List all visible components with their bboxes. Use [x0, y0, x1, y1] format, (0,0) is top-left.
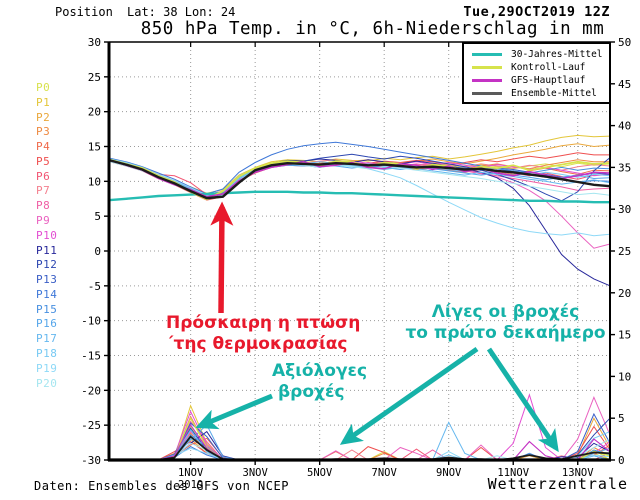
temp-tick-label: 0: [94, 245, 101, 258]
legend-box: 30-Jahres-Mittel Kontroll-Lauf GFS-Hauptla…: [462, 42, 611, 104]
member-precip-lines: [110, 393, 611, 461]
legend-swatch: [472, 53, 502, 56]
date-tick-sublabel: 2019: [178, 479, 203, 491]
member-label-P4: P4: [36, 140, 51, 154]
precip-tick-label: 0: [618, 454, 625, 467]
precip-tick-label: 45: [618, 78, 631, 91]
legend-label: Kontroll-Lauf: [511, 62, 586, 73]
member-label-P6: P6: [36, 169, 51, 183]
member-label-P17: P17: [36, 332, 58, 346]
member-label-P19: P19: [36, 361, 58, 375]
legend-item-30-Jahres-Mittel: 30-Jahres-Mittel: [472, 48, 604, 61]
precip-tick-label: 10: [618, 370, 631, 383]
note-temperature-drop-line2: ΄της θερμοκρασίας: [166, 334, 348, 354]
date-tick-label: 11NOV: [497, 467, 529, 479]
legend-item-GFS-Hauptlauf: GFS-Hauptlauf: [472, 74, 604, 87]
legend-swatch: [472, 66, 502, 69]
legend-label: 30-Jahres-Mittel: [511, 49, 603, 60]
precip-tick-label: 15: [618, 329, 631, 342]
member-label-P3: P3: [36, 125, 51, 139]
note-temperature-drop: Πρόσκαιρη η πτώση ΄της θερμοκρασίας: [166, 313, 360, 355]
temp-tick-label: -20: [81, 384, 101, 397]
precip-tick-label: 40: [618, 120, 631, 133]
axis-labels: 302520151050-5-10-15-20-25-3050454035302…: [81, 36, 631, 491]
member-label-P16: P16: [36, 317, 58, 331]
temp-line-P19: [109, 158, 611, 237]
member-label-P13: P13: [36, 273, 58, 287]
temp-tick-label: 10: [88, 175, 101, 188]
temp-tick-label: 15: [88, 141, 101, 154]
date-tick-label: 7NOV: [372, 467, 398, 479]
precip-tick-label: 25: [618, 245, 631, 258]
date-tick-label: 1NOV: [178, 467, 204, 479]
member-label-P18: P18: [36, 347, 58, 361]
temp-tick-label: -25: [81, 419, 101, 432]
member-label-P20: P20: [36, 376, 58, 390]
run-datetime: Tue,29OCT2019 12Z: [463, 4, 610, 20]
precip-tick-label: 50: [618, 36, 631, 49]
member-label-P1: P1: [36, 95, 51, 109]
legend-swatch: [472, 92, 502, 95]
legend-label: Ensemble-Mittel: [511, 88, 597, 99]
member-label-P8: P8: [36, 199, 51, 213]
data-source: Daten: Ensembles des GFS von NCEP: [34, 479, 289, 493]
precip-tick-label: 35: [618, 161, 631, 174]
note-few-rain-line2: το πρώτο δεκαήμερο: [405, 323, 606, 343]
member-label-P7: P7: [36, 184, 51, 198]
temp-tick-label: -30: [81, 454, 101, 467]
temp-tick-label: 25: [88, 71, 101, 84]
date-tick-label: 13NOV: [562, 467, 594, 479]
date-tick-label: 5NOV: [307, 467, 333, 479]
precip-tick-label: 5: [618, 412, 625, 425]
date-tick-label: 9NOV: [436, 467, 462, 479]
legend-item-Ensemble-Mittel: Ensemble-Mittel: [472, 87, 604, 100]
member-label-P12: P12: [36, 258, 58, 272]
member-temp-lines: [109, 134, 611, 287]
temp-tick-label: 5: [94, 210, 101, 223]
legend-swatch: [472, 79, 502, 82]
temp-tick-label: -15: [81, 350, 101, 363]
note-notable-rain-line1: Αξιόλογες: [272, 361, 368, 381]
precip-tick-label: 20: [618, 287, 631, 300]
brand-wetterzentrale: Wetterzentrale: [487, 475, 628, 493]
temp-tick-label: 20: [88, 106, 101, 119]
member-label-P9: P9: [36, 214, 51, 228]
legend-label: GFS-Hauptlauf: [511, 75, 586, 86]
temp-line-Ensemble-Mittel: [109, 159, 611, 200]
date-tick-label: 3NOV: [243, 467, 269, 479]
temp-line-30-Jahres-Mittel: [109, 190, 610, 204]
position-coordinates: Lat: 38 Lon: 24: [127, 5, 236, 19]
note-few-rain-line1: Λίγες οι βροχές: [431, 302, 580, 322]
member-label-P11: P11: [36, 243, 58, 257]
temp-tick-label: 30: [88, 36, 101, 49]
precip-tick-label: 30: [618, 203, 631, 216]
note-notable-rain: Αξιόλογες βροχές: [272, 361, 367, 403]
member-label-P14: P14: [36, 287, 58, 301]
member-label-P10: P10: [36, 228, 58, 242]
chart-title: 850 hPa Temp. in °C, 6h-Niederschlag in …: [140, 19, 605, 39]
note-few-rain: Λίγες οι βροχές το πρώτο δεκαήμερο: [398, 302, 613, 344]
position-label: Position: [55, 5, 113, 19]
member-label-P5: P5: [36, 154, 51, 168]
note-temperature-drop-line1: Πρόσκαιρη η πτώση: [166, 313, 361, 333]
temp-tick-label: -5: [88, 280, 101, 293]
member-label-P15: P15: [36, 302, 58, 316]
legend-item-Kontroll-Lauf: Kontroll-Lauf: [472, 61, 604, 74]
member-label-P2: P2: [36, 110, 51, 124]
note-notable-rain-line2: βροχές: [278, 382, 345, 402]
member-label-P0: P0: [36, 81, 51, 94]
temp-tick-label: -10: [81, 315, 101, 328]
